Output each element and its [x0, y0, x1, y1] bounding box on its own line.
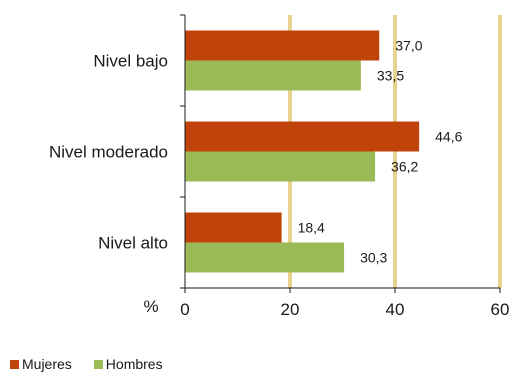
- legend-item-mujeres: Mujeres: [10, 356, 72, 372]
- bar-hombres: [185, 242, 345, 273]
- category-label: Nivel alto: [98, 234, 168, 253]
- data-labels: 37,0 33,5 44,6 36,2 18,4 30,3: [298, 38, 463, 266]
- bar-mujeres: [185, 121, 420, 152]
- data-label: 33,5: [377, 68, 404, 84]
- legend-label-hombres: Hombres: [105, 356, 163, 372]
- x-tick-label: 0: [180, 300, 189, 319]
- category-label: Nivel moderado: [49, 143, 168, 162]
- bars: [185, 30, 420, 273]
- bar-mujeres: [185, 30, 380, 61]
- data-label: 30,3: [360, 250, 387, 266]
- data-label: 44,6: [435, 129, 462, 145]
- x-unit-label: %: [143, 297, 158, 316]
- x-tick-label: 60: [491, 300, 510, 319]
- legend: Mujeres Hombres: [10, 356, 185, 372]
- bar-hombres: [185, 60, 361, 91]
- legend-item-hombres: Hombres: [93, 356, 163, 372]
- x-tick-label: 20: [281, 300, 300, 319]
- y-axis-ticks: [180, 14, 185, 289]
- x-axis-ticks: [184, 288, 501, 293]
- legend-swatch-mujeres: [10, 359, 19, 369]
- data-label: 37,0: [395, 38, 422, 54]
- x-tick-label: 40: [386, 300, 405, 319]
- category-label: Nivel bajo: [93, 52, 168, 71]
- category-labels: Nivel bajo Nivel moderado Nivel alto: [49, 52, 168, 253]
- bar-hombres: [185, 151, 376, 182]
- data-label: 36,2: [391, 159, 418, 175]
- x-tick-labels: 0 20 40 60: [180, 300, 509, 319]
- data-label: 18,4: [298, 220, 325, 236]
- bar-mujeres: [185, 212, 282, 243]
- legend-swatch-hombres: [93, 359, 103, 369]
- bar-chart: Nivel bajo Nivel moderado Nivel alto 0 20 40…: [49, 14, 509, 319]
- legend-label-mujeres: Mujeres: [22, 356, 72, 372]
